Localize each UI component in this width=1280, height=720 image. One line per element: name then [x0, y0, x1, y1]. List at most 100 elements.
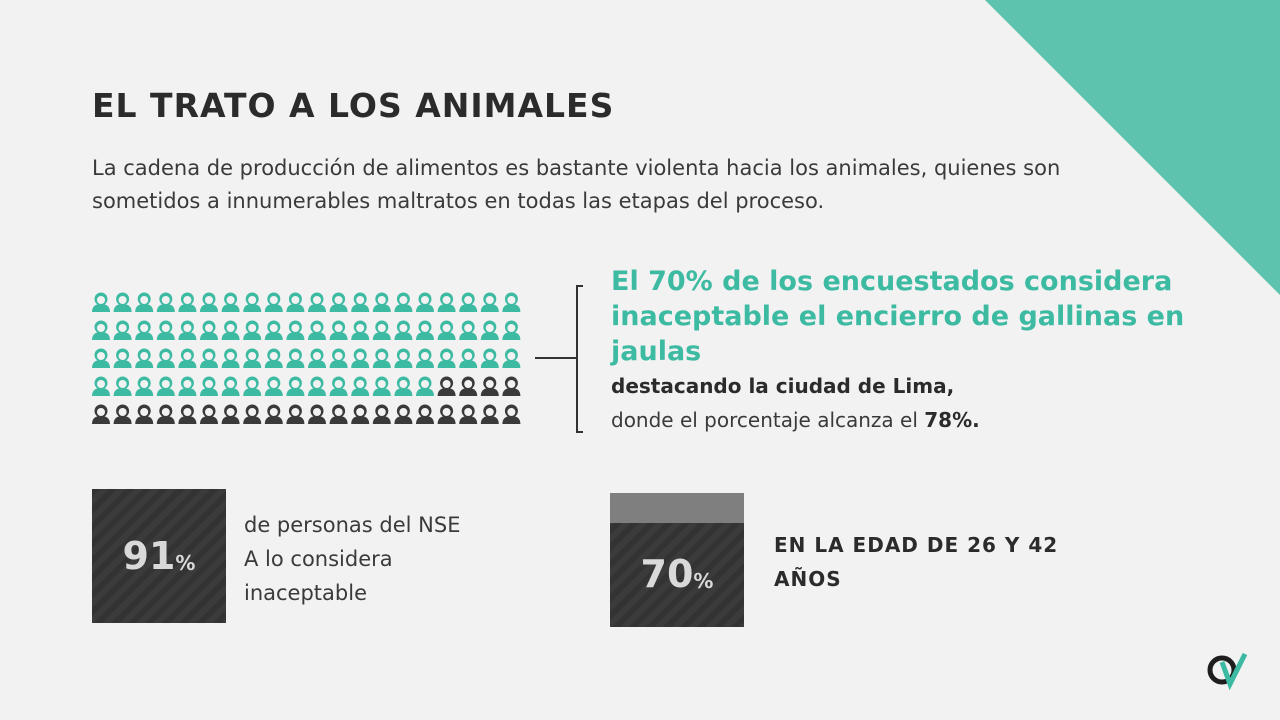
person-icon: [308, 348, 326, 368]
person-icon: [92, 292, 110, 312]
stat-box: 91%: [92, 489, 226, 623]
person-icon: [178, 404, 197, 424]
stat-value: 91: [122, 534, 176, 578]
person-icon: [372, 320, 391, 340]
person-icon: [459, 292, 478, 312]
person-icon: [200, 376, 218, 396]
person-icon: [394, 404, 413, 424]
person-icon: [113, 404, 132, 424]
person-icon: [92, 320, 110, 340]
person-icon: [308, 404, 326, 424]
stat-value: 70: [640, 552, 694, 596]
stat-unit: %: [175, 551, 196, 575]
person-icon: [394, 320, 413, 340]
person-icon: [200, 348, 218, 368]
person-icon: [156, 320, 175, 340]
person-icon: [480, 404, 499, 424]
person-icon: [243, 320, 262, 340]
person-icon: [264, 292, 283, 312]
person-icon: [459, 404, 478, 424]
person-icon: [416, 348, 434, 368]
person-icon: [221, 348, 240, 368]
person-icon: [200, 320, 218, 340]
person-icon: [156, 404, 175, 424]
person-icon: [113, 348, 132, 368]
person-icon: [351, 376, 370, 396]
stat-text: EN LA EDAD DE 26 Y 42 AÑOS: [774, 533, 1059, 591]
person-icon: [394, 376, 413, 396]
person-icon: [92, 348, 110, 368]
person-icon: [459, 320, 478, 340]
person-icon: [480, 292, 499, 312]
headline: El 70% de los encuestados considera inac…: [611, 266, 1185, 367]
person-icon: [372, 376, 391, 396]
description: La cadena de producción de alimentos es …: [92, 156, 1061, 213]
person-icon: [221, 292, 240, 312]
person-icon: [459, 376, 478, 396]
person-icon: [437, 320, 456, 340]
person-icon: [480, 320, 499, 340]
person-icon: [394, 348, 413, 368]
person-icon: [372, 404, 391, 424]
person-icon: [329, 404, 348, 424]
person-icon: [502, 404, 521, 424]
title: EL TRATO A LOS ANIMALES: [92, 86, 615, 125]
person-icon: [135, 404, 154, 424]
stat-unit: %: [693, 569, 714, 593]
person-icon: [135, 320, 154, 340]
person-icon: [459, 348, 478, 368]
person-icon: [264, 404, 283, 424]
person-icon: [92, 376, 110, 396]
icon-grid: [92, 292, 521, 424]
person-icon: [502, 292, 521, 312]
person-icon: [416, 376, 434, 396]
person-icon: [329, 292, 348, 312]
person-icon: [437, 404, 456, 424]
person-icon: [286, 292, 305, 312]
person-icon: [243, 404, 262, 424]
person-icon: [135, 376, 154, 396]
person-icon: [243, 348, 262, 368]
stat-box: 70%: [610, 493, 744, 627]
person-icon: [156, 292, 175, 312]
person-icon: [351, 320, 370, 340]
stat-text: de personas del NSE A lo considera inace…: [244, 513, 461, 605]
person-icon: [286, 320, 305, 340]
person-icon: [416, 320, 434, 340]
person-icon: [178, 348, 197, 368]
subline: donde el porcentaje alcanza el 78%.: [611, 408, 980, 432]
person-icon: [351, 404, 370, 424]
person-icon: [437, 292, 456, 312]
person-icon: [264, 348, 283, 368]
person-icon: [221, 376, 240, 396]
person-icon: [329, 348, 348, 368]
person-icon: [113, 320, 132, 340]
person-icon: [480, 348, 499, 368]
person-icon: [221, 320, 240, 340]
person-icon: [372, 292, 391, 312]
person-icon: [308, 376, 326, 396]
person-icon: [502, 376, 521, 396]
person-icon: [308, 320, 326, 340]
subline-bold: destacando la ciudad de Lima,: [611, 374, 955, 398]
person-icon: [416, 404, 434, 424]
person-icon: [351, 292, 370, 312]
person-icon: [200, 292, 218, 312]
person-icon: [200, 404, 218, 424]
subline-highlight: 78%.: [924, 408, 980, 432]
person-icon: [329, 376, 348, 396]
bracket: [576, 285, 583, 433]
person-icon: [135, 348, 154, 368]
box-cap: [610, 493, 744, 523]
person-icon: [437, 348, 456, 368]
person-icon: [178, 292, 197, 312]
person-icon: [502, 348, 521, 368]
person-icon: [372, 348, 391, 368]
person-icon: [416, 292, 434, 312]
person-icon: [502, 320, 521, 340]
person-icon: [113, 292, 132, 312]
person-icon: [286, 404, 305, 424]
person-icon: [308, 292, 326, 312]
